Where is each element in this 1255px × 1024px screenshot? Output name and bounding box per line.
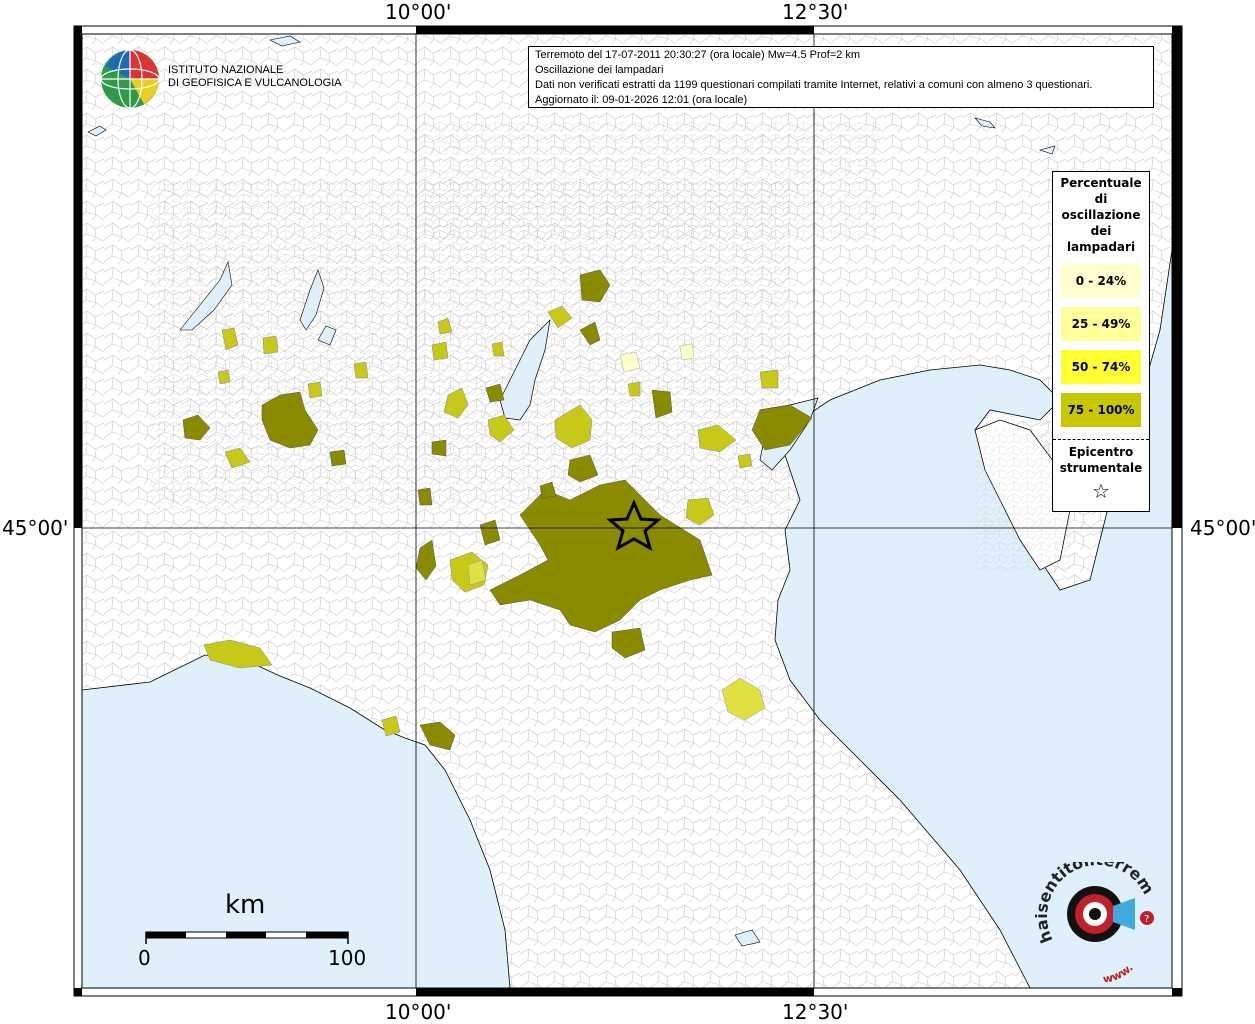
- legend-star-icon: ☆: [1092, 479, 1110, 503]
- legend-title-line: dei: [1090, 224, 1112, 238]
- ingv-name-line1: ISTITUTO NAZIONALE: [168, 64, 284, 76]
- sea-areas: [81, 35, 1173, 989]
- info-source: Dati non verificati estratti da 1199 que…: [535, 79, 1093, 91]
- scale-unit: km: [225, 890, 266, 920]
- lat-label-right: 45°00': [1190, 516, 1255, 540]
- hst-logo: haisentitoilterremoto.it www. ?: [1030, 847, 1165, 986]
- svg-text:?: ?: [1144, 914, 1149, 925]
- legend-epicenter-title: Epicentro strumentale: [1053, 444, 1149, 476]
- legend: Percentuale di oscillazione dei lampadar…: [1052, 171, 1150, 512]
- legend-class-25-49: 25 - 49%: [1061, 307, 1141, 341]
- ingv-logo: [100, 48, 320, 112]
- epicenter-marker: [606, 499, 662, 552]
- map-frame: [73, 25, 1183, 997]
- speaker-logo-icon: haisentitoilterremoto.it www. ?: [1030, 847, 1159, 986]
- felt-comuni: [182, 269, 813, 751]
- legend-class-75-100: 75 - 100%: [1061, 393, 1141, 427]
- lon-label-bottom-right: 12°30': [782, 1000, 849, 1024]
- info-parameter: Oscillazione dei lampadari: [535, 64, 664, 76]
- hst-brand-prefix: www.: [1102, 961, 1136, 986]
- info-updated: Aggiornato il: 09-01-2026 12:01 (ora loc…: [535, 94, 748, 106]
- legend-title-line: lampadari: [1066, 240, 1136, 254]
- legend-title-line: oscillazione: [1061, 208, 1141, 222]
- graticule: [82, 34, 1172, 988]
- legend-title-line: Percentuale: [1060, 176, 1142, 190]
- scale-min-label: 0: [138, 946, 151, 970]
- lon-label-top-right: 12°30': [782, 0, 849, 24]
- legend-class-0-24: 0 - 24%: [1061, 264, 1141, 298]
- svg-text:www.: www.: [1102, 961, 1136, 982]
- globe-icon: [100, 49, 160, 109]
- legend-epicenter-line: Epicentro: [1068, 445, 1134, 459]
- ingv-name: ISTITUTO NAZIONALE DI GEOFISICA E VULCAN…: [168, 64, 342, 90]
- scale-max-label: 100: [328, 946, 367, 970]
- legend-title-line: di: [1094, 192, 1108, 206]
- legend-epicenter-line: strumentale: [1059, 461, 1143, 475]
- lat-label-left: 45°00': [2, 516, 69, 540]
- info-event: Terremoto del 17-07-2011 20:30:27 (ora l…: [535, 49, 861, 61]
- scale-bar: [145, 931, 349, 944]
- info-box: Terremoto del 17-07-2011 20:30:27 (ora l…: [528, 46, 1154, 108]
- lon-label-bottom-left: 10°00': [385, 1000, 452, 1024]
- legend-title: Percentuale di oscillazione dei lampadar…: [1053, 175, 1149, 255]
- legend-divider: [1053, 439, 1149, 440]
- lon-label-top-left: 10°00': [385, 0, 452, 24]
- legend-class-50-74: 50 - 74%: [1061, 350, 1141, 384]
- ingv-name-line2: DI GEOFISICA E VULCANOLOGIA: [168, 77, 342, 89]
